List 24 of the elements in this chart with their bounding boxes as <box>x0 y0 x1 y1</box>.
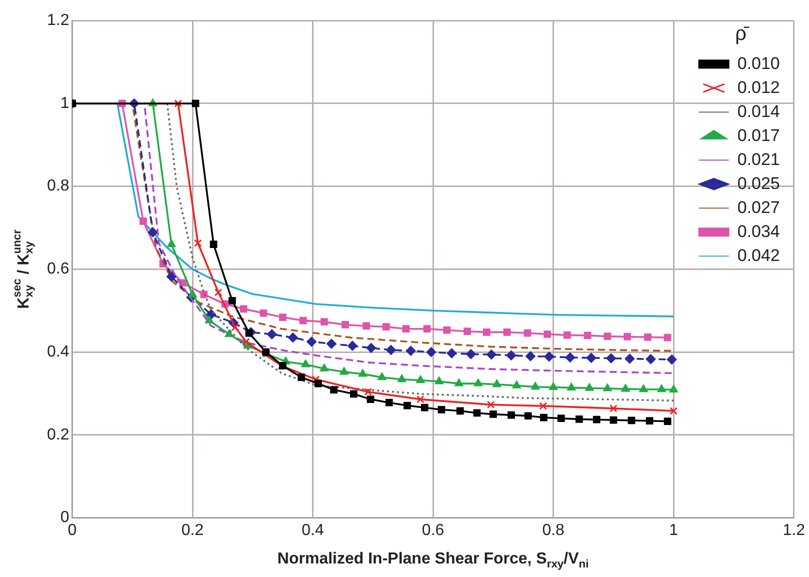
legend-label: 0.014 <box>737 102 780 121</box>
legend-label: 0.034 <box>737 222 780 241</box>
y-tick-label: 0.4 <box>46 343 70 360</box>
y-tick-label: 0.2 <box>46 426 70 444</box>
legend-label: 0.025 <box>737 174 780 193</box>
y-axis-title: Kxysec / Kxyuncr <box>12 228 36 309</box>
x-tick-label: 0.8 <box>542 522 565 539</box>
x-tick-label: 0.4 <box>302 522 324 539</box>
y-tick-label: 0.6 <box>46 260 70 278</box>
y-tick-label: 1 <box>60 94 70 112</box>
y-tick-label: 1.2 <box>46 12 70 30</box>
legend-label: 0.017 <box>737 126 780 145</box>
legend-label: 0.012 <box>737 78 780 97</box>
legend-label: 0.027 <box>737 198 780 217</box>
legend-label: 0.042 <box>737 246 780 265</box>
x-tick-label: 1 <box>669 522 678 539</box>
x-tick-label: 0.6 <box>422 522 444 539</box>
x-tick-label: 1.2 <box>782 522 806 539</box>
legend-label: 0.021 <box>737 150 780 169</box>
y-tick-label: 0.8 <box>46 178 70 195</box>
legend-label: 0.010 <box>737 54 780 73</box>
y-tick-label: 0 <box>60 509 70 526</box>
legend-title: ρ̄ <box>735 23 750 46</box>
x-tick-label: 0.2 <box>181 522 204 539</box>
